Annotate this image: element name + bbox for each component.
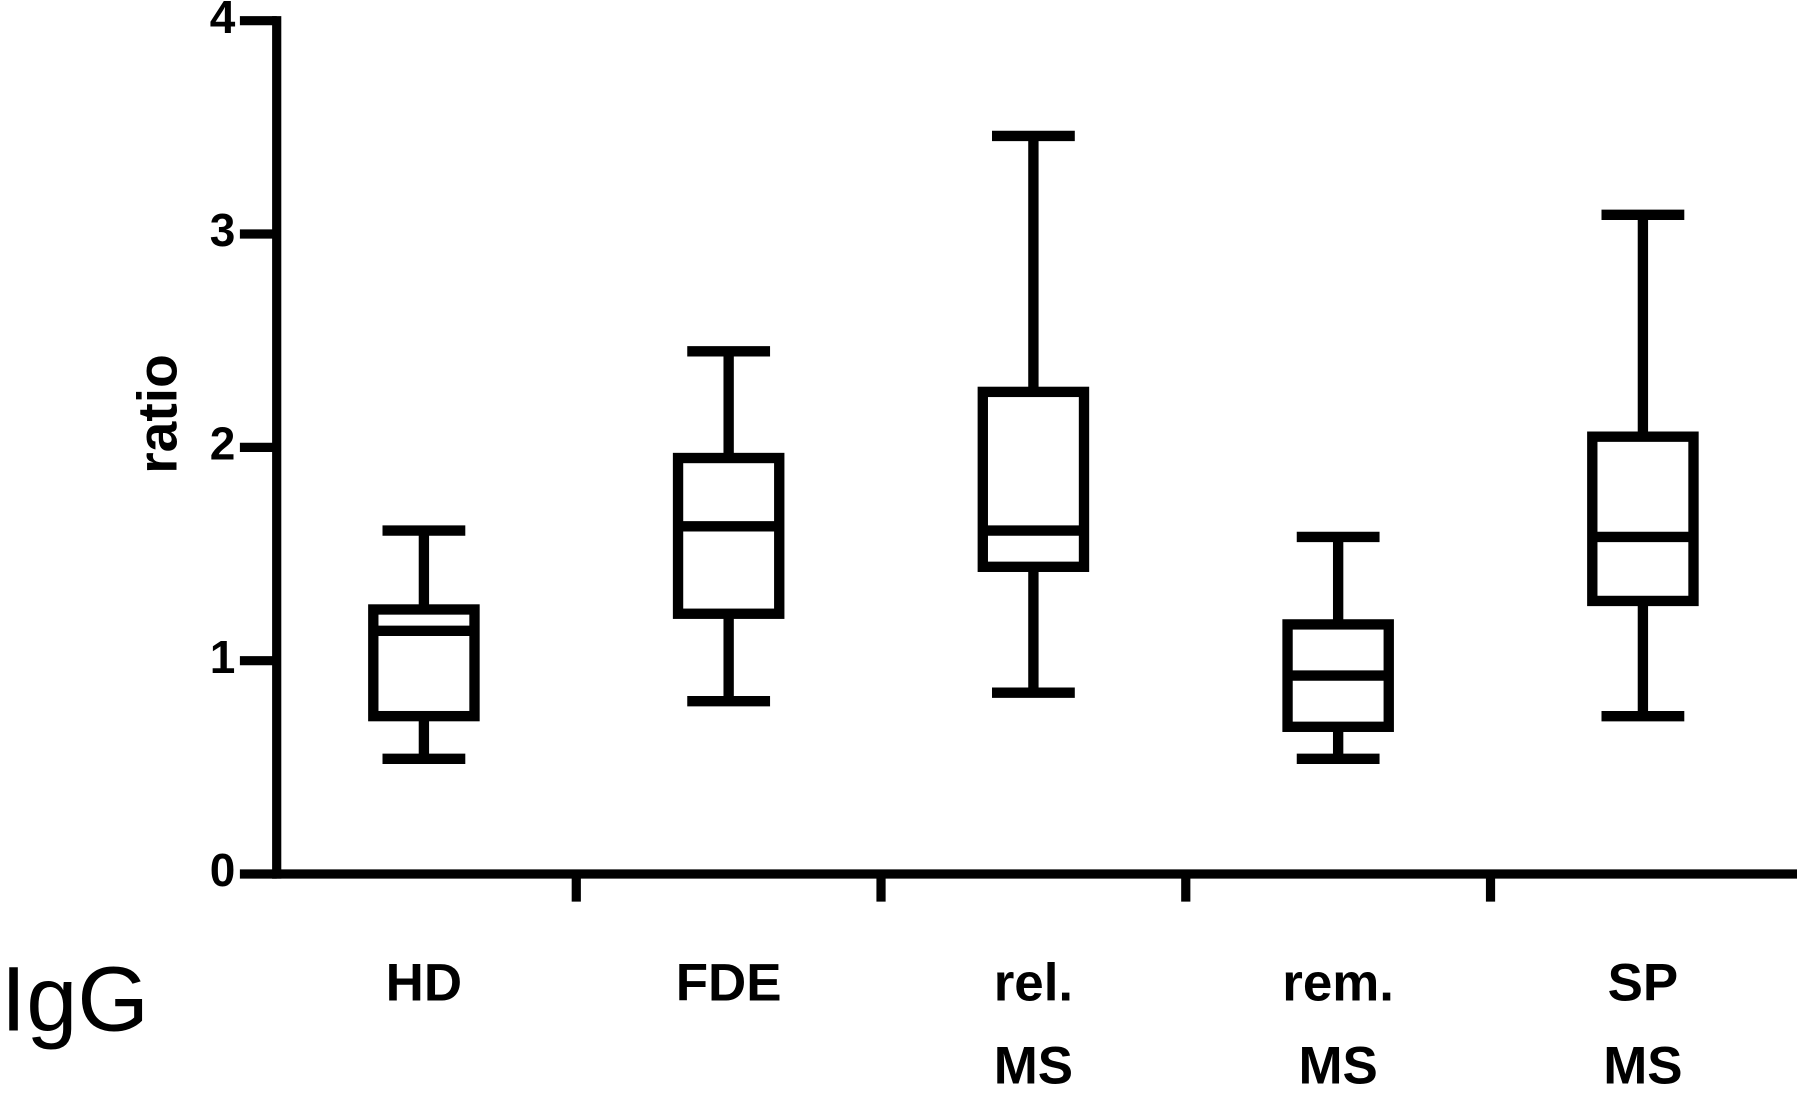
y-tick-label: 2: [210, 418, 236, 470]
x-tick-label: HD: [386, 954, 462, 1013]
y-tick-label: 3: [210, 204, 236, 256]
x-tick-label: MS: [994, 1036, 1073, 1095]
y-tick-label: 4: [210, 0, 236, 43]
x-tick-label: MS: [1298, 1036, 1377, 1095]
x-tick-label: SP: [1608, 954, 1679, 1013]
box: [368, 604, 480, 722]
y-axis-label: ratio: [126, 354, 188, 474]
x-tick-label: FDE: [676, 954, 782, 1013]
y-tick-label: 0: [210, 844, 236, 896]
x-tick-label: rel.: [994, 954, 1073, 1013]
annotation: IgG: [1, 949, 149, 1051]
x-tick-label: MS: [1603, 1036, 1682, 1095]
box: [672, 452, 785, 619]
y-tick-label: 1: [210, 631, 236, 683]
box: [1587, 431, 1699, 607]
box: [977, 386, 1090, 572]
x-tick-label: rem.: [1282, 954, 1394, 1013]
